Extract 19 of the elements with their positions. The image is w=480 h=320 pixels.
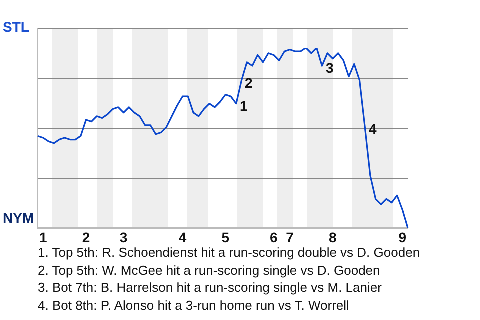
x-tick-label: 2	[82, 229, 90, 246]
x-tick-label: 1	[39, 229, 48, 246]
annotation: 3	[326, 60, 334, 76]
text: 4. Bot 8th: P. Alonso hit a 3-run home run vs T. Worrell	[38, 296, 350, 314]
x-tick-label: 6	[270, 229, 278, 246]
text: 2. Top 5th: W. McGee hit a run-scoring single vs D. Gooden	[38, 262, 382, 279]
x-tick-label: 8	[329, 229, 338, 246]
text: NYM	[3, 210, 34, 226]
text: STL	[3, 19, 30, 35]
annotation: 4	[369, 121, 377, 137]
annotation: 2	[245, 75, 253, 91]
x-tick-label: 4	[178, 229, 187, 246]
x-tick-label: 5	[222, 229, 230, 246]
text: 3. Bot 7th: B. Harrelson hit a run-scoring single vs M. Lanier	[38, 279, 383, 296]
text: 1. Top 5th: R. Schoendienst hit a run-scoring double vs D. Gooden	[38, 244, 420, 262]
x-tick-label: 7	[286, 229, 294, 246]
x-tick-label: 9	[398, 229, 407, 246]
annotation: 1	[240, 98, 248, 114]
x-tick-label: 3	[120, 229, 128, 246]
